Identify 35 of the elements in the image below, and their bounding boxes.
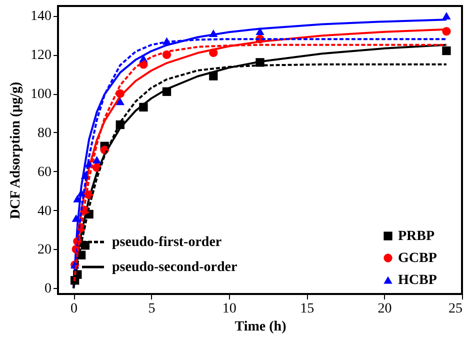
y-tick-label: 40 — [38, 204, 52, 219]
y-axis-title: DCF Adsorption (μg/g) — [8, 82, 24, 220]
point — [256, 28, 264, 36]
point — [92, 156, 102, 164]
point — [209, 29, 218, 37]
point — [442, 26, 451, 36]
point — [442, 12, 451, 20]
y-tick-label: 0 — [44, 282, 52, 297]
point — [442, 46, 451, 56]
point — [73, 194, 82, 202]
legend-label: GCBP — [398, 251, 438, 266]
point — [209, 72, 218, 80]
x-tick-label: 5 — [148, 302, 156, 316]
y-tick-label: 100 — [30, 87, 52, 102]
x-tick-label: 20 — [378, 302, 392, 316]
x-tick-label: 10 — [222, 302, 236, 316]
point — [72, 214, 80, 222]
y-tick-label: 120 — [30, 48, 52, 64]
point — [116, 98, 124, 106]
legend-label: pseudo-second-order — [112, 260, 238, 275]
legend-label: HCBP — [398, 273, 438, 288]
x-tick-label: 15 — [300, 302, 314, 316]
x-axis-title: Time (h) — [234, 320, 287, 334]
point — [162, 87, 172, 96]
x-tick-label: 0 — [70, 302, 78, 316]
point — [256, 58, 264, 67]
point — [139, 102, 148, 112]
y-tick-label: 60 — [38, 164, 52, 180]
y-tick-label: 80 — [38, 126, 52, 141]
y-tick-label: 140 — [30, 9, 52, 24]
legend-label: pseudo-first-order — [112, 235, 222, 250]
y-tick-label: 20 — [38, 242, 52, 258]
legend-label: PRBP — [398, 229, 435, 244]
point — [209, 48, 218, 58]
x-tick-label: 25 — [448, 302, 462, 316]
